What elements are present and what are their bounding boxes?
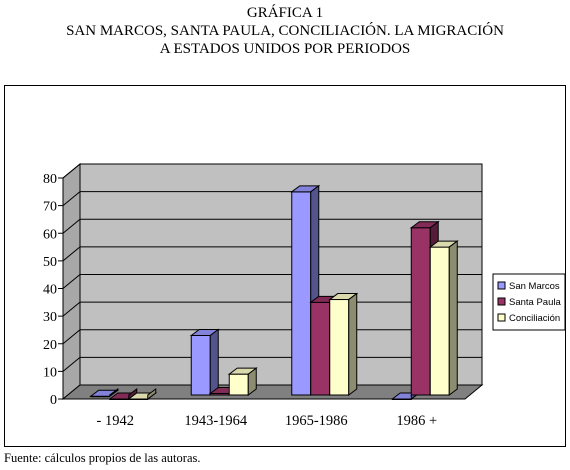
legend-swatch xyxy=(497,281,506,290)
source-note: Fuente: cálculos propios de las autoras. xyxy=(4,451,201,465)
bar xyxy=(310,301,331,396)
y-tick-label: 20 xyxy=(43,338,57,353)
bar-side xyxy=(348,292,358,396)
y-gridline xyxy=(62,163,482,179)
bar xyxy=(190,334,211,396)
bar xyxy=(329,299,350,396)
bar-side xyxy=(448,240,458,396)
y-gridline xyxy=(62,246,482,262)
bar xyxy=(429,246,450,396)
plot-floor xyxy=(61,384,484,400)
y-tick-label: 80 xyxy=(43,172,57,187)
x-category-label: 1943-1964 xyxy=(184,413,248,429)
bar xyxy=(228,373,249,396)
chart-frame: 0 10 20 30 40 50 60 70 80 - 1942 1943-1964 1965-198… xyxy=(4,85,566,447)
y-tick-label: 10 xyxy=(43,365,57,380)
legend-swatch xyxy=(497,297,506,306)
y-tick-label: 30 xyxy=(43,310,57,325)
x-category-label: - 1942 xyxy=(97,413,134,429)
x-category-label: 1986 + xyxy=(396,413,437,429)
y-tick-label: 60 xyxy=(43,227,57,242)
bar-side xyxy=(247,367,257,396)
bar-side xyxy=(209,328,219,396)
x-category-label: 1965-1986 xyxy=(285,413,348,429)
legend-label: Conciliación xyxy=(509,313,560,324)
y-gridline xyxy=(62,191,482,207)
y-gridline xyxy=(62,218,482,234)
bar xyxy=(291,191,312,396)
y-tick-label: 40 xyxy=(43,283,57,298)
legend-swatch xyxy=(497,313,506,322)
chart-title-line-1: GRÁFICA 1 xyxy=(246,5,324,21)
y-tick-label: 50 xyxy=(43,255,57,270)
y-tick-label: 0 xyxy=(50,393,57,408)
bar xyxy=(410,227,431,396)
y-tick-label: 70 xyxy=(43,200,57,215)
bar-chart: 0 10 20 30 40 50 60 70 80 - 1942 1943-1964 1965-198… xyxy=(43,162,565,429)
legend-label: San Marcos xyxy=(509,281,560,292)
bar-side xyxy=(109,388,119,398)
chart-title-line-3: A ESTADOS UNIDOS POR PERIODOS xyxy=(159,41,411,57)
legend-label: Santa Paula xyxy=(509,297,561,308)
chart-title-line-2: SAN MARCOS, SANTA PAULA, CONCILIACIÓN. L… xyxy=(66,23,504,39)
y-gridline xyxy=(62,274,482,289)
bar-side xyxy=(147,388,157,400)
